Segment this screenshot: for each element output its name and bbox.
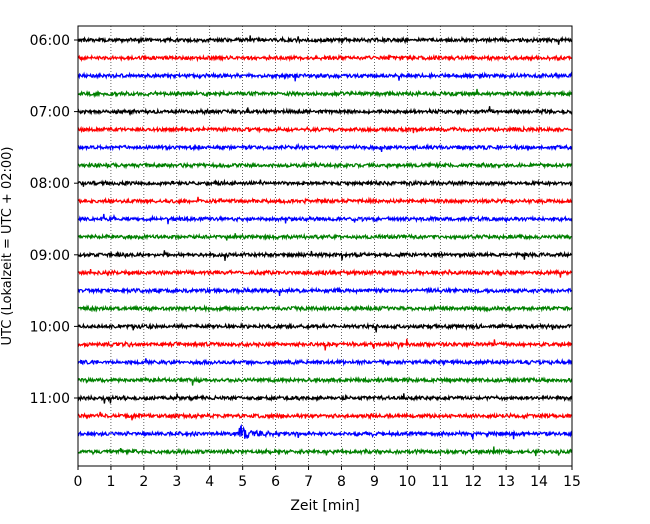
x-tick-label: 11 [431, 474, 449, 490]
seismic-trace [77, 268, 573, 278]
x-axis-label: Zeit [min] [290, 498, 359, 514]
seismic-trace [77, 423, 573, 440]
y-tick-label: 10:00 [30, 319, 70, 335]
seismic-trace [77, 338, 573, 351]
seismic-trace [77, 35, 573, 45]
y-tick-label: 09:00 [30, 248, 70, 264]
x-axis-ticks: 0 1 2 3 4 5 6 7 8 9 10 11 12 13 14 15 [74, 466, 581, 490]
x-tick-label: 9 [370, 474, 379, 490]
x-tick-label: 15 [563, 474, 581, 490]
trace-layer [77, 35, 573, 457]
y-axis-ticks: 06:00 07:00 08:00 09:00 10:00 11:00 [30, 33, 78, 407]
x-tick-label: 14 [530, 474, 548, 490]
grid-layer [110, 26, 540, 466]
seismic-trace [77, 375, 573, 386]
x-tick-label: 3 [172, 474, 181, 490]
seismic-trace [77, 106, 573, 117]
seismic-trace [77, 357, 573, 367]
x-tick-label: 10 [398, 474, 416, 490]
seismic-trace [77, 303, 573, 313]
seismic-trace [77, 178, 573, 188]
x-tick-label: 5 [238, 474, 247, 490]
seismic-trace [77, 142, 573, 153]
plot-frame [77, 25, 573, 467]
seismic-trace [77, 88, 573, 99]
seismic-trace [77, 124, 573, 134]
y-tick-label: 07:00 [30, 105, 70, 121]
seismic-trace [77, 232, 573, 241]
x-tick-label: 8 [337, 474, 346, 490]
seismic-trace [77, 53, 573, 63]
x-tick-label: 12 [464, 474, 482, 490]
x-tick-label: 0 [74, 474, 83, 490]
x-tick-label: 7 [304, 474, 313, 490]
x-tick-label: 4 [205, 474, 214, 490]
seismic-trace [77, 411, 573, 421]
y-tick-label: 11:00 [30, 391, 70, 407]
seismic-trace [77, 321, 572, 333]
y-tick-label: 06:00 [30, 33, 70, 49]
seismic-trace [77, 286, 573, 296]
x-tick-label: 13 [497, 474, 515, 490]
x-tick-label: 6 [271, 474, 280, 490]
seismic-trace [77, 250, 573, 261]
x-tick-label: 2 [139, 474, 148, 490]
y-axis-label: UTC (Lokalzeit = UTC + 02:00) [0, 147, 15, 346]
seismic-trace [77, 160, 573, 170]
seismic-trace [77, 196, 573, 206]
y-tick-label: 08:00 [30, 176, 70, 192]
seismic-trace [77, 446, 573, 457]
seismic-trace [77, 393, 573, 404]
seismic-trace [77, 213, 573, 225]
seismic-trace [77, 71, 573, 82]
x-tick-label: 1 [106, 474, 115, 490]
